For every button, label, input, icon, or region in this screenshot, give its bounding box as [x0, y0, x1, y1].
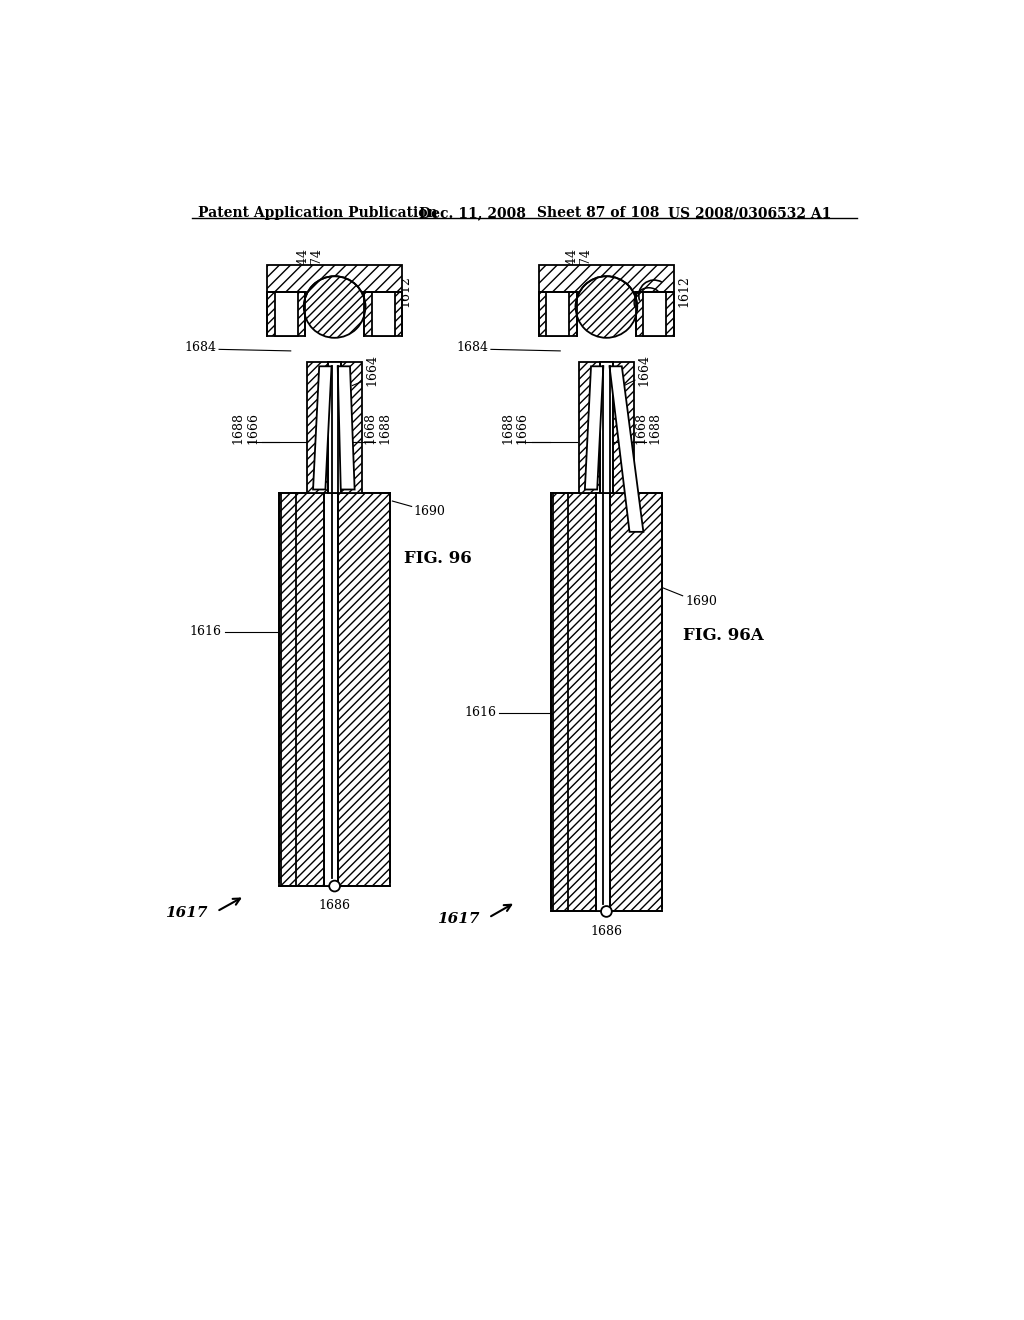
Bar: [636, 292, 674, 337]
Bar: [307, 363, 362, 494]
Text: 1684: 1684: [184, 341, 217, 354]
Bar: [364, 292, 402, 337]
Text: Patent Application Publication: Patent Application Publication: [199, 206, 438, 220]
Text: 1688: 1688: [379, 412, 391, 444]
Text: 1690: 1690: [685, 594, 717, 607]
Bar: [267, 292, 305, 337]
Polygon shape: [609, 367, 643, 532]
Text: 1666: 1666: [246, 412, 259, 444]
Text: 1686: 1686: [591, 924, 623, 937]
Text: 1608: 1608: [664, 275, 677, 306]
Text: 1617: 1617: [437, 912, 479, 927]
Bar: [579, 363, 634, 494]
Text: 1690: 1690: [414, 504, 445, 517]
Text: 1644: 1644: [296, 247, 309, 280]
Polygon shape: [338, 367, 354, 490]
Text: 1664: 1664: [637, 354, 650, 387]
Bar: [372, 292, 394, 337]
Bar: [329, 363, 341, 494]
Polygon shape: [313, 367, 332, 490]
Bar: [547, 292, 569, 337]
Text: 1688: 1688: [231, 412, 245, 444]
Text: 1608: 1608: [385, 275, 397, 306]
Text: Dec. 11, 2008: Dec. 11, 2008: [419, 206, 526, 220]
Bar: [643, 292, 667, 337]
Bar: [539, 292, 578, 337]
Text: 1612: 1612: [398, 275, 412, 306]
Text: 1688: 1688: [649, 412, 662, 444]
Bar: [551, 494, 662, 911]
Text: FIG. 96A: FIG. 96A: [683, 627, 764, 644]
Bar: [267, 264, 402, 292]
Bar: [539, 264, 674, 292]
Text: 1666: 1666: [516, 412, 528, 444]
Bar: [600, 363, 612, 494]
Text: 1616: 1616: [189, 626, 221, 639]
Circle shape: [601, 906, 611, 917]
Text: 1668: 1668: [364, 412, 377, 444]
Bar: [596, 494, 609, 911]
Circle shape: [304, 276, 366, 338]
Text: 1664: 1664: [366, 354, 379, 387]
Text: Sheet 87 of 108: Sheet 87 of 108: [538, 206, 659, 220]
Text: 1686: 1686: [318, 899, 350, 912]
Polygon shape: [585, 367, 603, 490]
Circle shape: [575, 276, 637, 338]
Circle shape: [330, 880, 340, 891]
Text: 1674: 1674: [579, 247, 592, 280]
Text: 1684: 1684: [457, 341, 488, 354]
Bar: [324, 494, 338, 886]
Text: 1617: 1617: [165, 906, 208, 920]
Text: 1668: 1668: [635, 412, 648, 444]
Text: FIG. 96: FIG. 96: [403, 550, 472, 568]
Text: 1644: 1644: [564, 247, 578, 280]
Bar: [280, 494, 390, 886]
Text: 1612: 1612: [677, 275, 690, 306]
Bar: [274, 292, 298, 337]
Text: 1616: 1616: [464, 706, 497, 719]
Text: 1688: 1688: [501, 412, 514, 444]
Text: 1674: 1674: [309, 247, 323, 280]
Text: US 2008/0306532 A1: US 2008/0306532 A1: [668, 206, 831, 220]
